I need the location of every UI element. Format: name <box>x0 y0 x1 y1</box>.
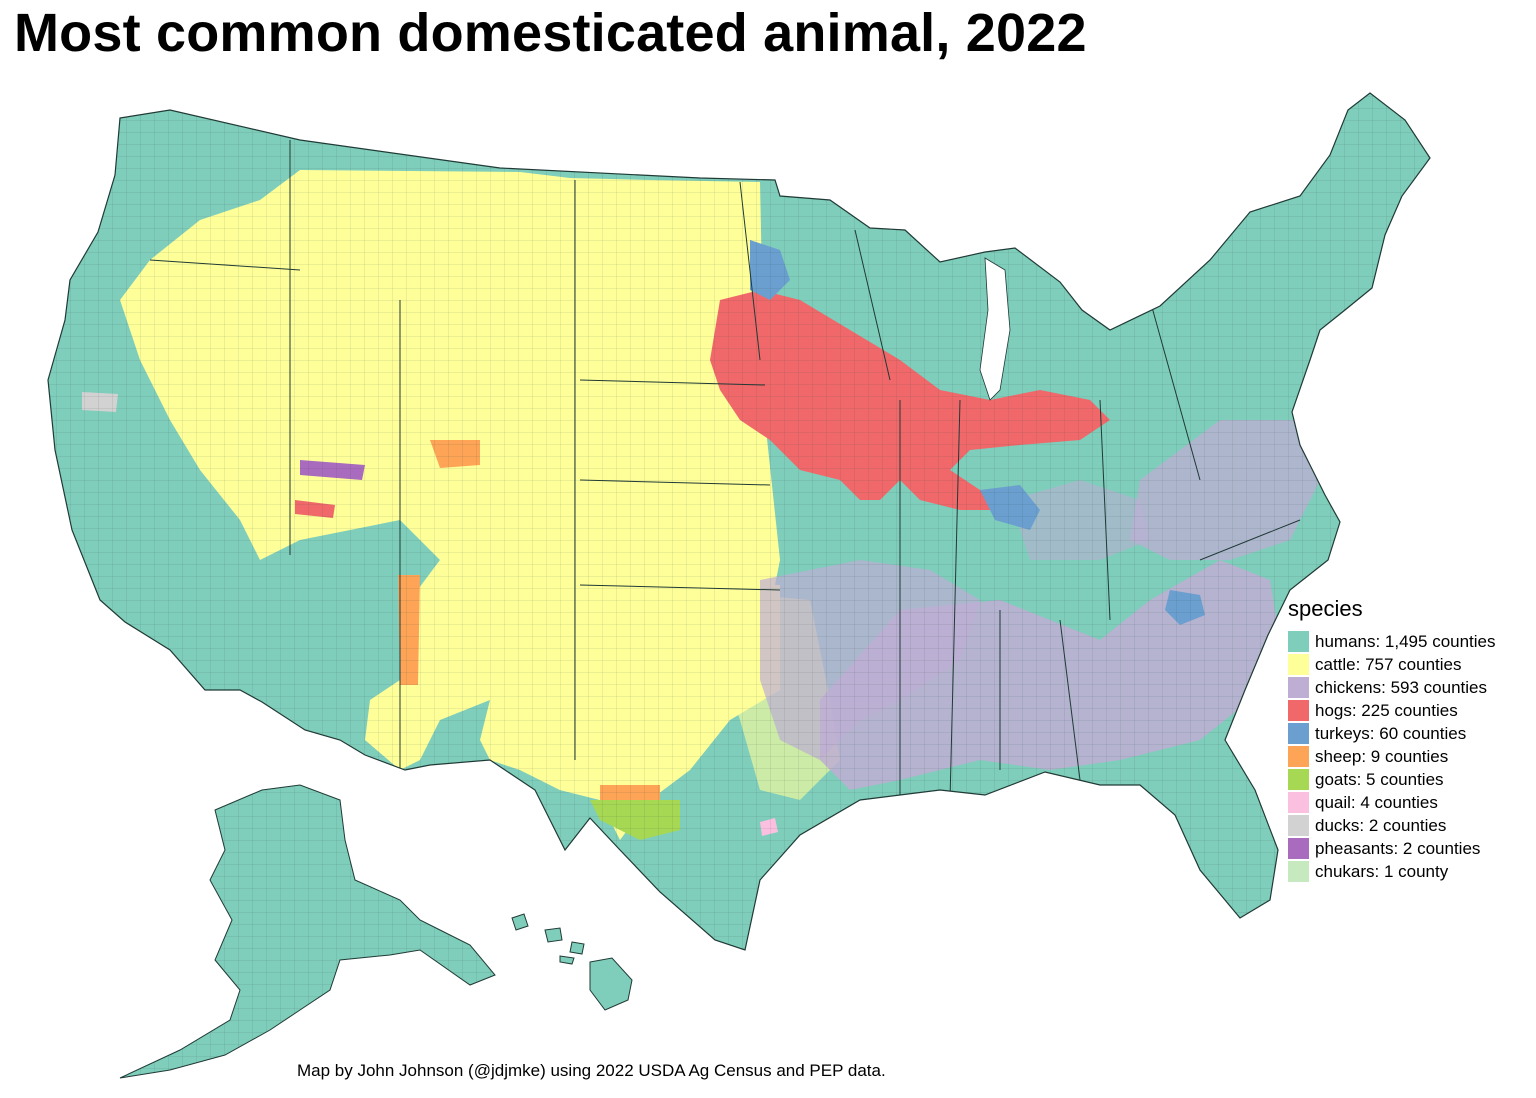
legend-item: chickens: 593 counties <box>1288 676 1496 699</box>
legend-swatch <box>1288 631 1309 652</box>
legend-swatch <box>1288 815 1309 836</box>
legend: species humans: 1,495 counties cattle: 75… <box>1288 596 1496 883</box>
legend-item: pheasants: 2 counties <box>1288 837 1496 860</box>
legend-swatch <box>1288 838 1309 859</box>
legend-label: goats: 5 counties <box>1315 769 1444 789</box>
legend-item: humans: 1,495 counties <box>1288 630 1496 653</box>
legend-swatch <box>1288 861 1309 882</box>
legend-label: quail: 4 counties <box>1315 792 1438 812</box>
legend-label: ducks: 2 counties <box>1315 815 1447 835</box>
legend-item: sheep: 9 counties <box>1288 745 1496 768</box>
hawaii-islands <box>511 913 633 1011</box>
legend-label: chukars: 1 county <box>1315 861 1449 881</box>
legend-swatch <box>1288 769 1309 790</box>
legend-item: cattle: 757 counties <box>1288 653 1496 676</box>
legend-item: hogs: 225 counties <box>1288 699 1496 722</box>
legend-label: hogs: 225 counties <box>1315 700 1458 720</box>
legend-swatch <box>1288 677 1309 698</box>
map-title: Most common domesticated animal, 2022 <box>14 3 1087 63</box>
legend-title: species <box>1288 596 1363 621</box>
legend-item: quail: 4 counties <box>1288 791 1496 814</box>
legend-item: turkeys: 60 counties <box>1288 722 1496 745</box>
legend-label: sheep: 9 counties <box>1315 746 1449 766</box>
legend-swatch <box>1288 700 1309 721</box>
legend-label: cattle: 757 counties <box>1315 654 1462 674</box>
legend-item: ducks: 2 counties <box>1288 814 1496 837</box>
alaska-counties <box>119 784 496 1079</box>
legend-swatch <box>1288 723 1309 744</box>
map-caption: Map by John Johnson (@jdjmke) using 2022… <box>297 1061 886 1080</box>
legend-label: pheasants: 2 counties <box>1315 838 1481 858</box>
legend-label: turkeys: 60 counties <box>1315 723 1467 743</box>
legend-label: chickens: 593 counties <box>1315 677 1487 697</box>
legend-swatch <box>1288 654 1309 675</box>
legend-label: humans: 1,495 counties <box>1315 631 1496 651</box>
legend-item: goats: 5 counties <box>1288 768 1496 791</box>
legend-swatch <box>1288 792 1309 813</box>
legend-item: chukars: 1 county <box>1288 860 1496 883</box>
legend-swatch <box>1288 746 1309 767</box>
